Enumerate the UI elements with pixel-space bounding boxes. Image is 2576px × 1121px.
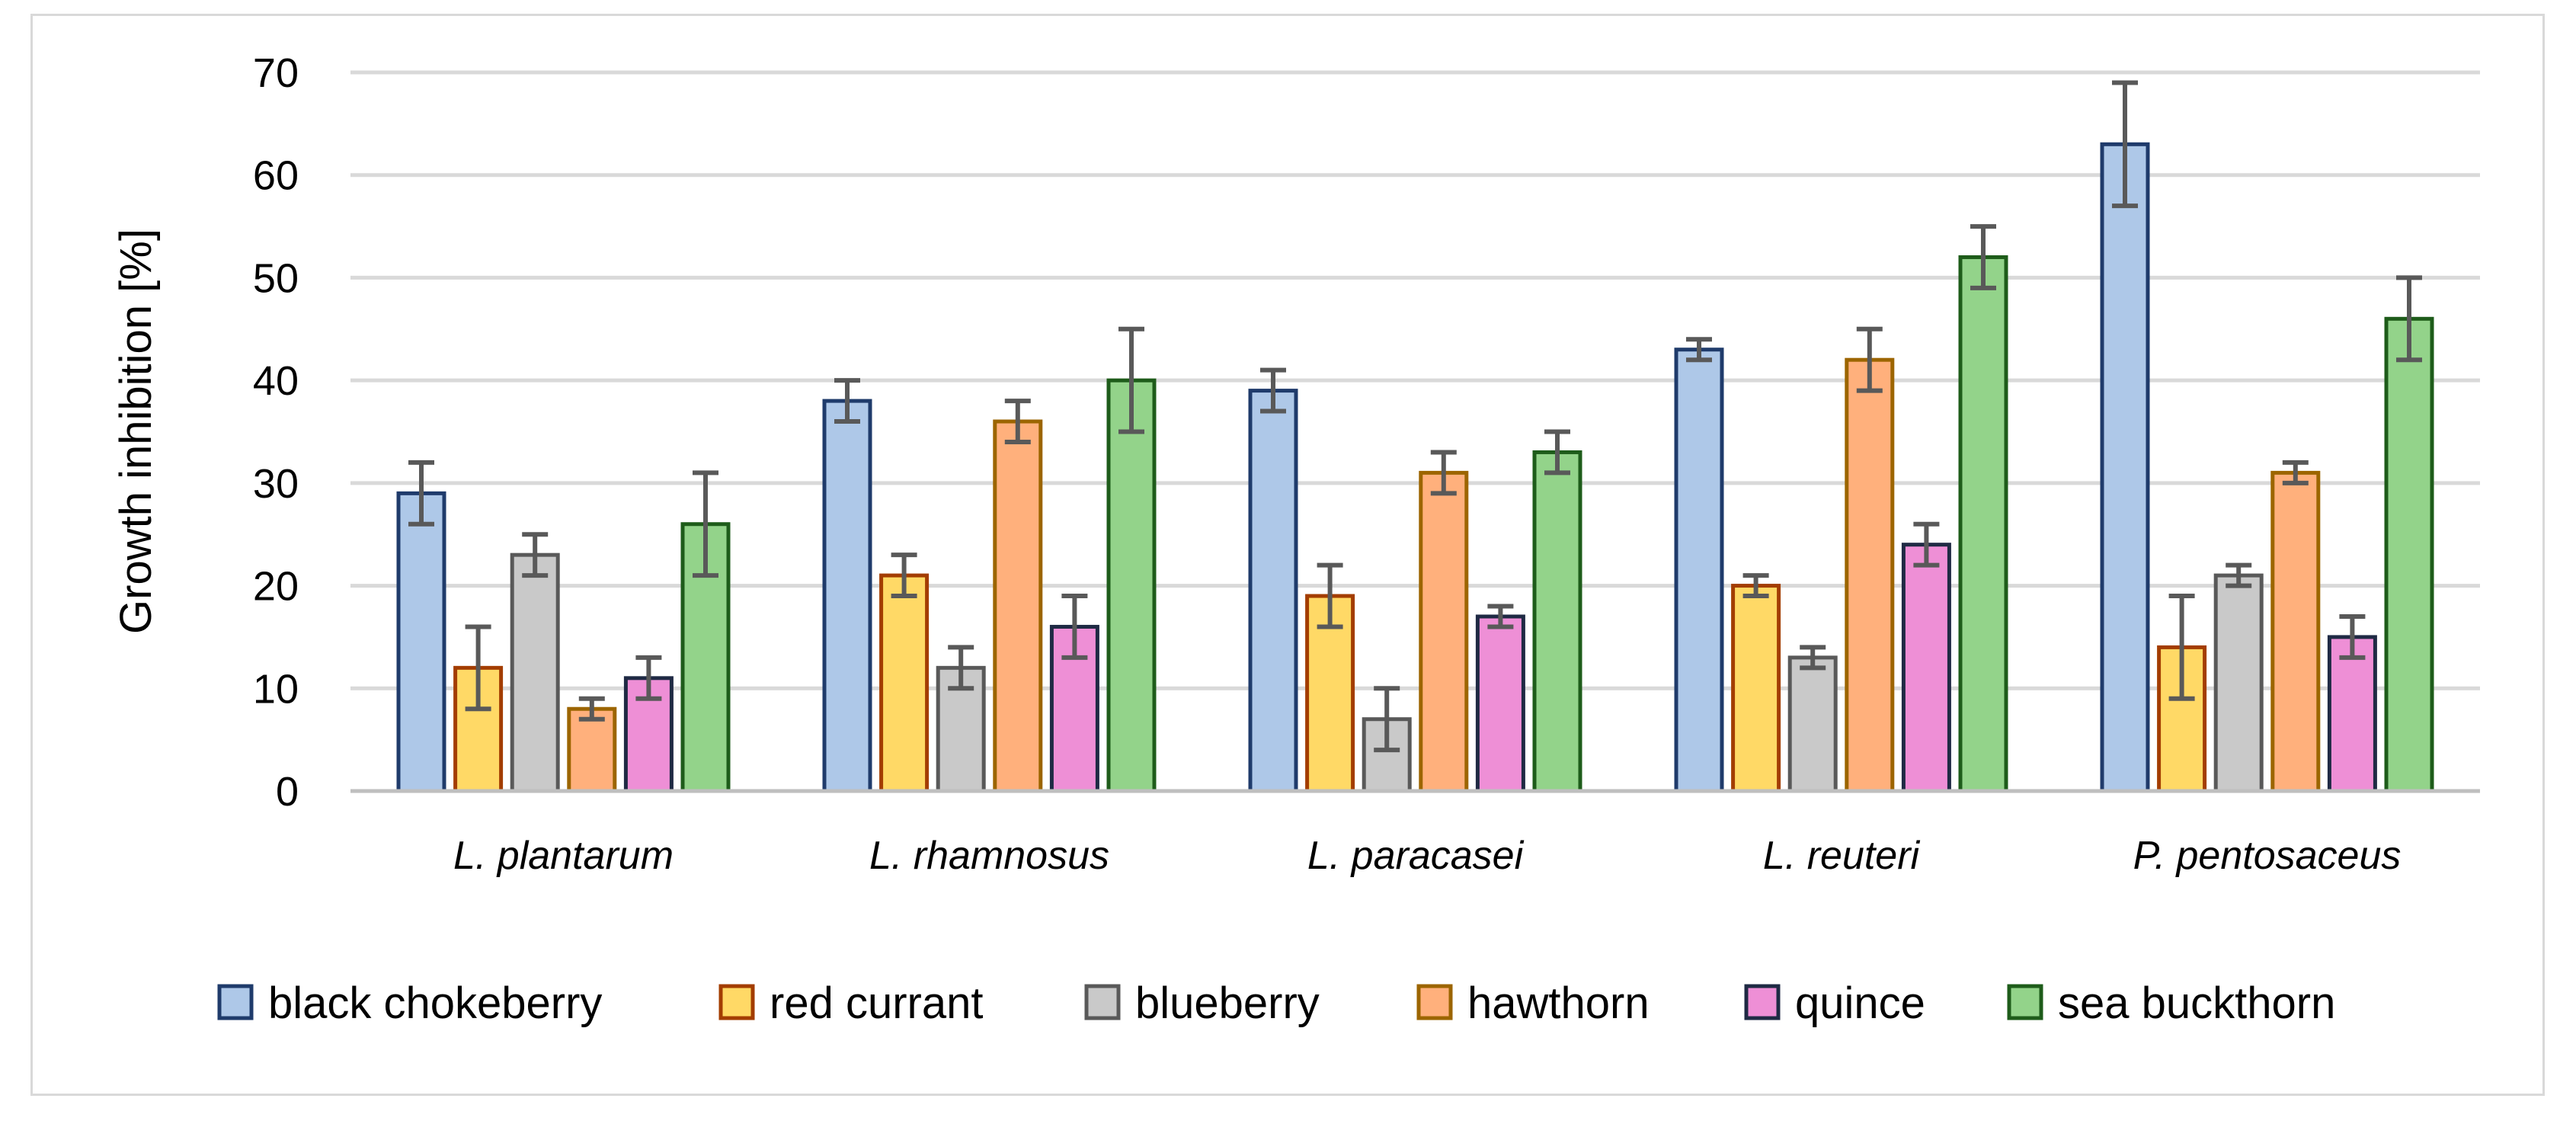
legend-swatch [217, 984, 254, 1020]
legend-item: blueberry [1084, 978, 1320, 1028]
bar [2213, 573, 2264, 793]
x-category-label: P. pentosaceus [2133, 834, 2402, 878]
legend: black chokeberry red currant blueberry hawt… [217, 978, 2335, 1028]
bar [2327, 635, 2377, 793]
legend-item: red currant [718, 978, 983, 1028]
error-bar [1260, 367, 1286, 414]
bar [1731, 584, 1781, 793]
y-tick-label: 10 [253, 666, 299, 712]
error-bar [1430, 450, 1457, 496]
bar [1901, 543, 1951, 793]
y-tick-label: 50 [253, 255, 299, 301]
bar [1248, 389, 1298, 793]
error-bar [1800, 645, 1826, 671]
error-bar [1856, 326, 1883, 393]
legend-swatch [1416, 984, 1453, 1020]
y-tick-label: 40 [253, 358, 299, 404]
bar [1845, 357, 1895, 793]
y-tick-label: 60 [253, 153, 299, 199]
y-tick-label: 30 [253, 461, 299, 507]
bar [879, 573, 930, 793]
error-bar [2282, 460, 2309, 485]
bar [993, 419, 1043, 793]
legend-item: black chokeberry [217, 978, 602, 1028]
x-category-label: L. plantarum [453, 834, 674, 878]
x-category-label: L. paracasei [1307, 834, 1525, 878]
bar [2100, 142, 2150, 793]
bar [1305, 594, 1355, 793]
bar [822, 399, 872, 793]
legend-swatch [2007, 984, 2043, 1020]
legend-label: sea buckthorn [2058, 978, 2335, 1028]
bar [1475, 614, 1525, 793]
legend-item: sea buckthorn [2007, 978, 2335, 1028]
y-tick-label: 0 [276, 769, 299, 815]
legend-label: quince [1795, 978, 1925, 1028]
error-bar [1544, 429, 1570, 476]
legend-swatch [1744, 984, 1781, 1020]
error-bar [1317, 562, 1343, 629]
error-bar [465, 624, 491, 712]
error-bar [1374, 686, 1400, 753]
error-bar [578, 696, 605, 722]
bar [2384, 316, 2434, 793]
bars [396, 142, 2434, 793]
y-axis-ticks: 0 10 20 30 40 50 60 70 [253, 50, 299, 815]
error-bar [1970, 224, 1996, 290]
y-axis-title: Growth inhibition [%] [111, 229, 161, 634]
error-bar [1913, 521, 1940, 568]
legend-label: black chokeberry [268, 978, 602, 1028]
bar [1106, 378, 1157, 793]
legend-label: blueberry [1135, 978, 1320, 1028]
bar [1674, 348, 1724, 793]
x-category-label: L. reuteri [1763, 834, 1921, 878]
error-bar [1004, 399, 1031, 444]
error-bar [1742, 573, 1769, 599]
error-bars [408, 80, 2422, 753]
bar [1958, 255, 2008, 793]
error-bar [1061, 594, 1088, 660]
bar [2270, 470, 2321, 793]
bar [1787, 655, 1838, 793]
bar [1532, 450, 1582, 793]
error-bar [408, 460, 434, 527]
error-bar [948, 645, 974, 691]
legend-label: hawthorn [1467, 978, 1650, 1028]
legend-label: red currant [770, 978, 983, 1028]
bar [1419, 470, 1469, 793]
legend-item: quince [1744, 978, 1925, 1028]
error-bar [891, 552, 917, 599]
error-bar [1118, 326, 1144, 434]
legend-item: hawthorn [1416, 978, 1650, 1028]
error-bar [1686, 337, 1712, 363]
bar [510, 552, 560, 793]
error-bar [2168, 594, 2195, 701]
error-bar [2396, 275, 2422, 363]
error-bar [635, 655, 662, 701]
error-bar [2339, 613, 2366, 660]
legend-swatch [718, 984, 755, 1020]
error-bar [693, 470, 718, 578]
bar [396, 491, 446, 793]
gridlines [350, 70, 2480, 690]
y-tick-label: 20 [253, 564, 299, 610]
y-tick-label: 70 [253, 50, 299, 96]
error-bar [2226, 562, 2252, 588]
error-bar [1487, 604, 1514, 629]
error-bar [2112, 80, 2138, 209]
x-category-label: L. rhamnosus [869, 834, 1109, 878]
error-bar [834, 378, 860, 424]
legend-swatch [1084, 984, 1121, 1020]
error-bar [522, 532, 549, 578]
x-axis-categories: L. plantarum L. rhamnosus L. paracasei L. r… [453, 834, 2401, 878]
